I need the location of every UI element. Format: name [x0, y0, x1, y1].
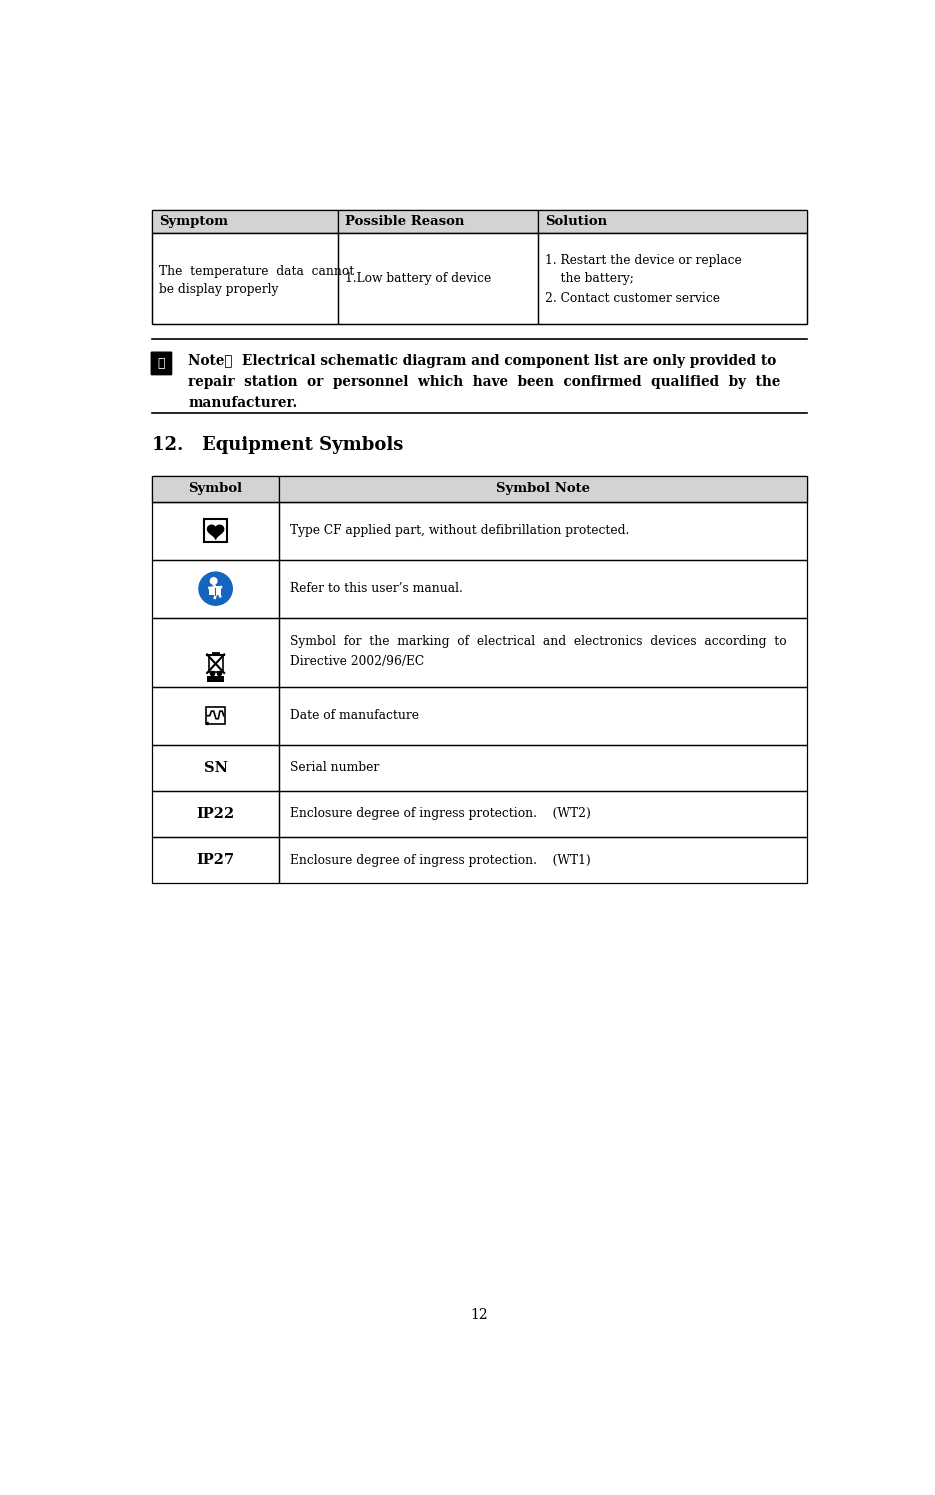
Text: Refer to this user’s manual.: Refer to this user’s manual.	[290, 582, 463, 595]
Bar	[280, 559, 807, 617]
Bar	[151, 233, 338, 324]
Bar	[151, 837, 280, 884]
Bar	[209, 655, 223, 673]
Bar	[280, 791, 807, 837]
Bar	[151, 475, 807, 502]
Bar	[151, 559, 280, 617]
Bar	[280, 745, 807, 791]
Text: IP22: IP22	[196, 807, 235, 821]
Bar	[280, 502, 807, 559]
Text: Note：  Electrical schematic diagram and component list are only provided to: Note： Electrical schematic diagram and c…	[188, 354, 776, 368]
Text: SN: SN	[204, 761, 227, 774]
Text: Symbol  for  the  marking  of  electrical  and  electronics  devices  according : Symbol for the marking of electrical and…	[290, 635, 786, 649]
Bar	[280, 837, 807, 884]
FancyBboxPatch shape	[151, 351, 172, 375]
Bar	[151, 686, 280, 745]
Text: repair  station  or  personnel  which  have  been  confirmed  qualified  by  the: repair station or personnel which have b…	[188, 375, 781, 389]
Bar	[539, 233, 807, 324]
Bar	[151, 233, 807, 324]
Text: Enclosure degree of ingress protection.    (WT2): Enclosure degree of ingress protection. …	[290, 807, 590, 821]
Bar	[151, 211, 807, 233]
Text: 1. Restart the device or replace: 1. Restart the device or replace	[545, 254, 741, 268]
Bar	[151, 791, 280, 837]
Text: 1.Low battery of device: 1.Low battery of device	[345, 272, 492, 286]
Text: Symbol: Symbol	[189, 483, 243, 495]
Bar	[204, 519, 227, 543]
Bar	[151, 617, 280, 686]
Bar	[209, 588, 221, 595]
Polygon shape	[208, 525, 223, 540]
Bar	[151, 475, 280, 502]
Circle shape	[199, 573, 232, 605]
Text: The  temperature  data  cannot: The temperature data cannot	[159, 265, 354, 278]
Bar	[338, 211, 539, 233]
Text: 12.   Equipment Symbols: 12. Equipment Symbols	[151, 437, 403, 454]
Bar	[280, 475, 807, 502]
Text: Solution: Solution	[545, 215, 607, 229]
Bar	[338, 233, 539, 324]
Text: ☎: ☎	[158, 357, 165, 369]
Text: the battery;: the battery;	[545, 272, 634, 286]
Text: Serial number: Serial number	[290, 761, 379, 774]
Text: Possible Reason: Possible Reason	[345, 215, 465, 229]
Text: Symptom: Symptom	[159, 215, 228, 229]
Text: 2. Contact customer service: 2. Contact customer service	[545, 292, 720, 305]
Text: Symbol Note: Symbol Note	[496, 483, 590, 495]
Bar	[539, 211, 807, 233]
Text: Directive 2002/96/EC: Directive 2002/96/EC	[290, 655, 424, 668]
Text: manufacturer.: manufacturer.	[188, 396, 297, 410]
Text: be display properly: be display properly	[159, 283, 278, 296]
Text: Date of manufacture: Date of manufacture	[290, 709, 419, 722]
Bar	[280, 617, 807, 686]
Bar	[207, 676, 224, 682]
Bar	[206, 707, 225, 724]
Bar	[280, 686, 807, 745]
Circle shape	[210, 577, 217, 585]
Text: 12: 12	[470, 1308, 488, 1322]
Text: Enclosure degree of ingress protection.    (WT1): Enclosure degree of ingress protection. …	[290, 854, 590, 867]
Bar	[151, 745, 280, 791]
Text: Type CF applied part, without defibrillation protected.: Type CF applied part, without defibrilla…	[290, 525, 629, 537]
Text: IP27: IP27	[196, 854, 235, 867]
Bar	[151, 211, 338, 233]
Bar	[151, 502, 280, 559]
